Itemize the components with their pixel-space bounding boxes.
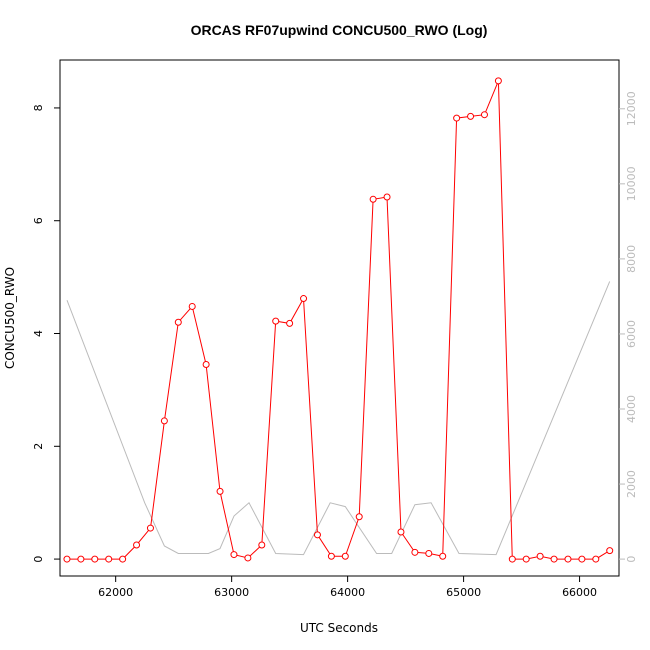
y-tick-label-4: 8	[32, 104, 45, 111]
data-point	[244, 554, 252, 562]
data-point	[564, 555, 572, 563]
data-point	[300, 295, 308, 303]
series-gray	[66, 281, 611, 556]
data-point	[467, 112, 475, 120]
x-tick-label-2: 64000	[330, 586, 365, 599]
data-point	[425, 549, 433, 557]
data-point	[592, 555, 600, 563]
data-point	[397, 528, 405, 536]
chart-title: ORCAS RF07upwind CONCU500_RWO (Log)	[191, 22, 488, 38]
data-point	[77, 555, 85, 563]
x-tick-label-1: 63000	[214, 586, 249, 599]
data-point	[202, 361, 210, 369]
y2-tick-label-4: 8000	[625, 245, 638, 273]
data-point	[355, 513, 363, 521]
x-tick-label-0: 62000	[98, 586, 133, 599]
series-line-1	[66, 281, 611, 556]
data-point	[383, 193, 391, 201]
data-point	[453, 114, 461, 122]
y2-tick-label-2: 4000	[625, 395, 638, 423]
data-point	[341, 552, 349, 560]
x-tick-label-3: 65000	[446, 586, 481, 599]
series-line-0	[67, 80, 610, 560]
data-point	[91, 555, 99, 563]
data-point	[146, 524, 154, 532]
data-point	[63, 555, 71, 563]
data-point	[327, 552, 335, 560]
y2-tick-label-6: 12000	[625, 91, 638, 126]
y-axis-label: CONCU500_RWO	[3, 267, 17, 369]
data-point	[174, 318, 182, 326]
data-point	[105, 555, 113, 563]
x-axis-label: UTC Seconds	[300, 621, 378, 635]
y-tick-label-2: 4	[32, 330, 45, 337]
data-point	[230, 551, 238, 559]
y-tick-label-0: 0	[32, 556, 45, 563]
data-point	[258, 541, 266, 549]
data-point	[550, 555, 558, 563]
data-point	[369, 195, 377, 203]
data-point	[286, 319, 294, 327]
data-point	[133, 541, 141, 549]
data-point	[160, 417, 168, 425]
data-point	[313, 531, 321, 539]
y-tick-label-1: 2	[32, 443, 45, 450]
data-point	[272, 317, 280, 325]
data-point	[522, 555, 530, 563]
data-point	[216, 487, 224, 495]
axis-ticks: 62000 63000 64000 65000 66000 0 2 4 6 8 0 2000 4000 6…	[32, 91, 638, 599]
series-red	[63, 77, 614, 563]
y2-tick-label-5: 10000	[625, 166, 638, 201]
x-tick-label-4: 66000	[562, 586, 597, 599]
data-point	[188, 302, 196, 310]
data-point	[494, 77, 502, 85]
y2-tick-label-1: 2000	[625, 470, 638, 498]
data-point	[606, 547, 614, 555]
data-point	[480, 111, 488, 119]
data-point	[119, 555, 127, 563]
data-point	[411, 548, 419, 556]
data-point	[508, 555, 516, 563]
plot-frame	[59, 59, 620, 577]
data-point	[439, 552, 447, 560]
data-point	[536, 552, 544, 560]
data-point	[578, 555, 586, 563]
y2-tick-label-0: 0	[625, 556, 638, 563]
y-tick-label-3: 6	[32, 217, 45, 224]
y2-tick-label-3: 6000	[625, 320, 638, 348]
